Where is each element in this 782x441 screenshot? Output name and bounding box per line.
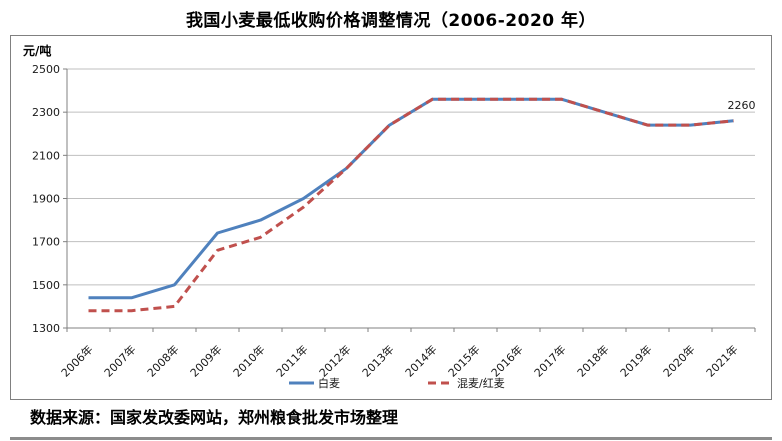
- x-tick-label: 2014年: [402, 342, 439, 379]
- x-tick-label: 2021年: [703, 342, 740, 379]
- x-tick-label: 2013年: [359, 342, 396, 379]
- x-tick-label: 2019年: [617, 342, 654, 379]
- data-label: 2260: [728, 99, 756, 112]
- series-line-dashed: [88, 97, 734, 313]
- x-tick-label: 2010年: [230, 342, 267, 379]
- x-tick-label: 2020年: [660, 342, 697, 379]
- y-axis-unit-label: 元/吨: [23, 44, 52, 58]
- bottom-divider: [10, 437, 772, 440]
- x-tick-label: 2009年: [187, 342, 224, 379]
- y-tick-label: 2100: [32, 149, 60, 162]
- x-tick-label: 2007年: [101, 342, 138, 379]
- y-tick-label: 1500: [32, 279, 60, 292]
- series-line-solid: [88, 97, 734, 300]
- x-tick-label: 2008年: [144, 342, 181, 379]
- x-tick-label: 2011年: [273, 342, 310, 379]
- y-tick-label: 2300: [32, 106, 60, 119]
- y-tick-label: 2500: [32, 63, 60, 76]
- chart-area: 元/吨 1300 1500 1700 1900 2100 2300 2500 2006年 200…: [10, 35, 772, 400]
- legend-label-white-wheat: 白麦: [318, 376, 340, 390]
- legend-label-mixed-red-wheat: 混麦/红麦: [457, 377, 505, 390]
- chart-title: 我国小麦最低收购价格调整情况（2006-2020 年）: [185, 11, 597, 31]
- x-tick-label: 2017年: [531, 342, 568, 379]
- y-tick-label: 1900: [32, 193, 60, 206]
- y-tick-label: 1700: [32, 236, 60, 249]
- source-note: 数据来源：国家发改委网站，郑州粮食批发市场整理: [30, 408, 399, 427]
- y-tick-label: 1300: [32, 322, 60, 335]
- x-tick-label: 2016年: [488, 342, 525, 379]
- x-tick-label: 2012年: [316, 342, 353, 379]
- x-tick-label: 2018年: [574, 342, 611, 379]
- x-tick-label: 2006年: [58, 342, 95, 379]
- x-tick-label: 2015年: [445, 342, 482, 379]
